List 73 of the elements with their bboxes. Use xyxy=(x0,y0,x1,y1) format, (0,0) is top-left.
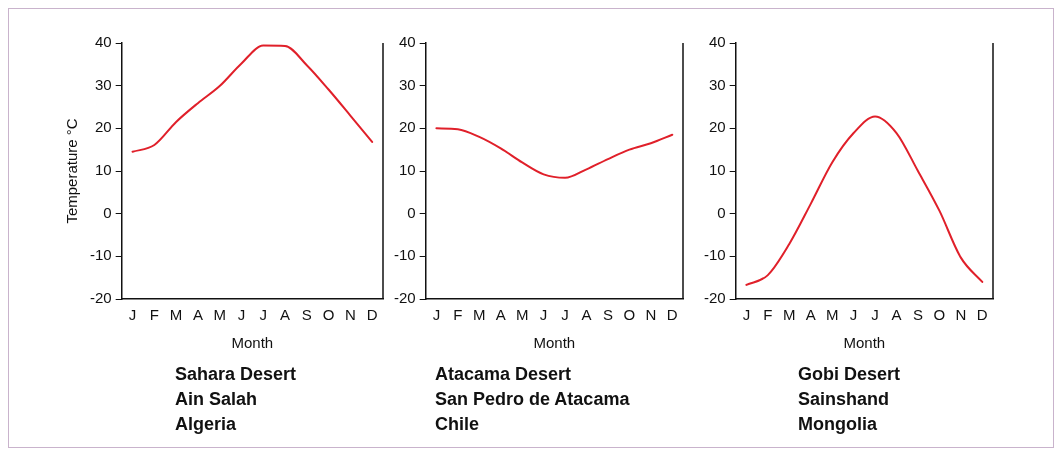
y-tick-label: -10 xyxy=(703,246,726,264)
text: Algeria xyxy=(175,413,238,436)
text: Mongolia xyxy=(798,413,878,436)
y-tick-label: 40 xyxy=(94,33,112,51)
text: Gobi Desert xyxy=(798,363,901,386)
y-tick-label: 20 xyxy=(94,118,112,136)
x-tick-label: M xyxy=(213,306,226,324)
x-axis-title: Month xyxy=(843,334,886,352)
x-tick-label: M xyxy=(473,306,486,324)
x-tick-label: J xyxy=(237,306,246,324)
y-tick-label: 40 xyxy=(708,33,726,51)
x-tick-label: N xyxy=(955,306,967,324)
y-tick-label: 0 xyxy=(717,203,726,221)
x-tick-label: J xyxy=(561,306,569,324)
x-tick-label: A xyxy=(495,306,506,324)
text: Ain Salah xyxy=(175,388,259,411)
x-tick-label: J xyxy=(871,306,879,324)
x-tick-label: M xyxy=(825,306,839,324)
x-tick-label: S xyxy=(602,306,613,324)
y-tick-label: 20 xyxy=(398,118,416,136)
x-tick-label: O xyxy=(623,306,636,324)
x-tick-label: D xyxy=(976,306,988,324)
x-axis-title: Month xyxy=(533,334,576,352)
line-series xyxy=(435,127,674,179)
y-tick-label: 0 xyxy=(407,203,416,221)
y-tick-label: 10 xyxy=(708,161,726,179)
y-tick-label: -20 xyxy=(89,289,112,307)
x-tick-label: F xyxy=(453,306,463,324)
x-tick-label: F xyxy=(763,306,773,324)
x-tick-label: O xyxy=(322,306,335,324)
x-tick-label: J xyxy=(742,306,751,324)
y-tick-label: -20 xyxy=(393,289,416,307)
x-tick-label: A xyxy=(280,306,291,324)
text: Sahara Desert xyxy=(175,363,297,386)
x-tick-label: S xyxy=(912,306,923,324)
x-tick-label: A xyxy=(891,306,902,324)
line-series xyxy=(131,44,374,153)
y-tick-label: 30 xyxy=(708,75,726,93)
y-tick-label: 10 xyxy=(94,161,112,179)
y-axis-title: Temperature °C xyxy=(63,118,81,224)
x-tick-label: O xyxy=(933,306,946,324)
x-tick-label: M xyxy=(783,306,796,324)
x-axis-title: Month xyxy=(231,334,274,352)
x-tick-label: J xyxy=(259,306,267,324)
x-tick-label: N xyxy=(344,306,356,324)
y-tick-label: -10 xyxy=(89,246,112,264)
x-tick-label: D xyxy=(366,306,378,324)
text: San Pedro de Atacama xyxy=(435,388,630,411)
x-tick-label: M xyxy=(515,306,529,324)
x-tick-label: J xyxy=(128,306,137,324)
x-tick-label: F xyxy=(149,306,159,324)
x-tick-label: J xyxy=(539,306,548,324)
text: Atacama Desert xyxy=(435,363,573,386)
y-tick-label: 10 xyxy=(398,161,416,179)
y-tick-label: -20 xyxy=(703,289,726,307)
y-tick-label: 40 xyxy=(398,33,416,51)
x-tick-label: S xyxy=(301,306,312,324)
x-tick-label: J xyxy=(849,306,858,324)
x-tick-label: J xyxy=(432,306,441,324)
text: Sainshand xyxy=(798,388,891,411)
x-tick-label: M xyxy=(169,306,183,324)
line-series xyxy=(745,115,984,286)
x-tick-label: A xyxy=(805,306,816,324)
x-tick-label: A xyxy=(192,306,203,324)
y-tick-label: 30 xyxy=(94,75,112,93)
y-tick-label: 30 xyxy=(398,75,416,93)
y-tick-label: 0 xyxy=(103,203,112,221)
x-tick-label: N xyxy=(645,306,657,324)
x-tick-label: A xyxy=(581,306,592,324)
x-tick-label: D xyxy=(666,306,678,324)
text: Chile xyxy=(435,413,480,436)
y-tick-label: 20 xyxy=(708,118,726,136)
y-tick-label: -10 xyxy=(393,246,416,264)
